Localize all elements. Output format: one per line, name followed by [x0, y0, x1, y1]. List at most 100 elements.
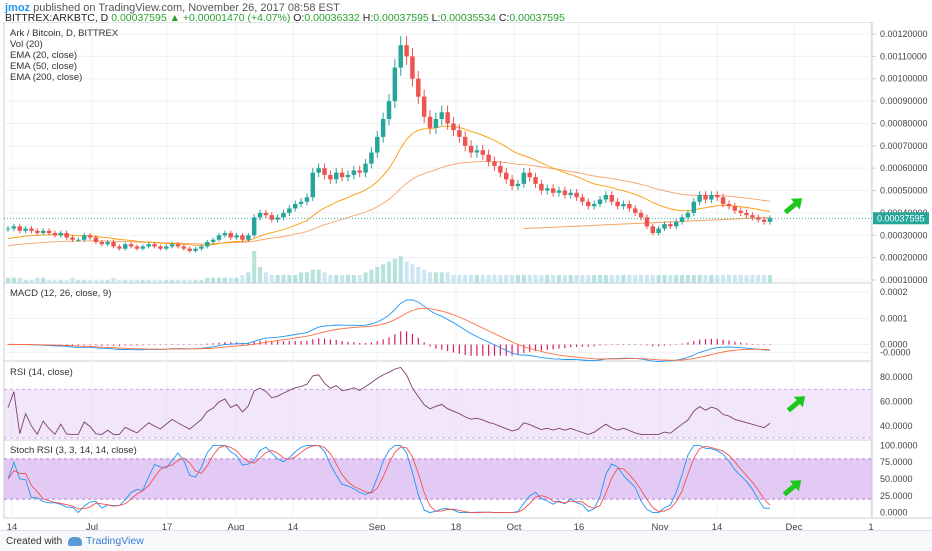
macd-histogram-bar	[763, 344, 765, 346]
candle-body	[111, 241, 116, 247]
candle-body	[304, 197, 310, 202]
volume-bar	[310, 269, 315, 283]
volume-bar	[117, 280, 122, 283]
candle-body	[486, 154, 491, 162]
volume-bar	[234, 277, 239, 283]
candle-body	[457, 130, 462, 137]
candle-body	[586, 201, 591, 207]
volume-bar	[638, 275, 644, 283]
volume-bar	[521, 275, 526, 283]
ohlc-readout: BITTREX:ARKBTC, D 0.00037595 ▲ +0.000014…	[5, 12, 565, 24]
volume-bar	[70, 277, 75, 283]
volume-bar	[644, 275, 649, 283]
legend-rsi[interactable]: RSI (14, close)	[10, 367, 73, 378]
volume-bar	[451, 275, 456, 283]
volume-bar	[146, 280, 151, 283]
macd-histogram-bar	[617, 344, 619, 345]
volume-bar	[187, 280, 192, 283]
y-tick-label: 100.0000	[880, 440, 918, 450]
macd-histogram-bar	[493, 344, 496, 356]
y-tick-label: 0.00070000	[880, 141, 928, 151]
macd-histogram-bar	[716, 338, 718, 345]
volume-bar	[715, 275, 720, 283]
macd-histogram-bar	[634, 344, 636, 345]
macd-histogram-bar	[611, 344, 613, 345]
volume-bar	[252, 251, 257, 283]
low-label: L:	[431, 12, 441, 24]
candle-body	[257, 212, 263, 218]
macd-histogram-bar	[218, 342, 220, 345]
candle-body	[5, 228, 11, 230]
macd-histogram-bar	[734, 341, 736, 345]
volume-bar	[222, 277, 227, 283]
volume-bar	[99, 280, 104, 283]
x-tick-label: Aug	[228, 522, 245, 530]
x-tick-label: Jul	[86, 522, 98, 530]
signal-line	[8, 307, 771, 361]
volume-bar	[545, 275, 550, 283]
candle-body	[281, 212, 286, 218]
macd-histogram-bar	[370, 342, 373, 345]
volume-bar	[375, 267, 380, 283]
legend-ema20[interactable]: EMA (20, close)	[10, 50, 78, 61]
volume-bar	[586, 275, 591, 283]
macd-histogram-bar	[593, 344, 595, 347]
candle-body	[750, 215, 755, 218]
macd-histogram-bar	[259, 340, 261, 345]
volume-bar	[29, 280, 34, 283]
green-arrow-up-right-icon	[786, 396, 806, 413]
candle-body	[656, 228, 661, 234]
y-tick-label: 0.0002	[880, 287, 908, 297]
volume-bar	[257, 267, 263, 283]
chart-canvas[interactable]: 14 Jul 17 Aug 14 Sep 18 Oct 16 Nov 14 Dec 1 0.0012000…	[0, 22, 932, 530]
legend-symbol[interactable]: Ark / Bitcoin, D, BITTREX	[10, 28, 119, 39]
candle-body	[738, 210, 743, 213]
legend-macd[interactable]: MACD (12, 26, close, 9)	[10, 288, 112, 299]
volume-bar	[41, 277, 46, 283]
volume-bar	[357, 275, 362, 283]
candle-body	[117, 246, 122, 249]
open-label: O:	[293, 12, 305, 24]
candle-body	[439, 112, 444, 119]
volume-bar	[299, 272, 304, 283]
candle-body	[410, 56, 415, 79]
legend-ema200[interactable]: EMA (200, close)	[10, 72, 83, 83]
legend-ema50[interactable]: EMA (50, close)	[10, 61, 78, 72]
candle-body	[568, 192, 573, 196]
tradingview-brand-link[interactable]: TradingView	[68, 535, 144, 547]
macd-histogram-bar	[669, 344, 671, 346]
volume-bar	[603, 275, 608, 283]
macd-histogram-bar	[159, 344, 161, 346]
volume-bar	[756, 275, 761, 283]
legend-stoch[interactable]: Stoch RSI (3, 3, 14, 14, close)	[10, 445, 137, 456]
volume-bar	[281, 275, 286, 283]
macd-histogram-bar	[230, 342, 232, 345]
candle-body	[99, 241, 105, 245]
green-arrow-up-right-icon	[783, 198, 803, 215]
candle-body	[533, 177, 538, 184]
volume-bar	[510, 275, 515, 283]
macd-histogram-bar	[710, 338, 712, 345]
candle-body	[697, 195, 702, 202]
volume-bar	[726, 275, 732, 283]
candle-body	[515, 183, 521, 187]
candle-body	[128, 244, 134, 247]
volume-bar	[17, 277, 22, 283]
macd-histogram-bar	[417, 337, 419, 345]
macd-histogram-bar	[171, 344, 173, 345]
volume-bar	[293, 275, 298, 283]
volume-bar	[691, 275, 696, 283]
volume-bar	[574, 275, 579, 283]
stoch-d-line	[7, 444, 771, 514]
volume-bar	[216, 277, 222, 283]
macd-histogram-bar	[470, 344, 472, 356]
macd-histogram-bar	[335, 340, 337, 345]
candle-body	[58, 233, 63, 236]
volume-bar	[422, 269, 427, 283]
candle-body	[603, 195, 609, 200]
volume-bar	[457, 275, 462, 283]
volume-bar	[170, 280, 175, 283]
macd-histogram-bar	[306, 340, 308, 345]
author-link[interactable]: jmoz	[5, 2, 31, 14]
legend-volume[interactable]: Vol (20)	[10, 39, 43, 50]
